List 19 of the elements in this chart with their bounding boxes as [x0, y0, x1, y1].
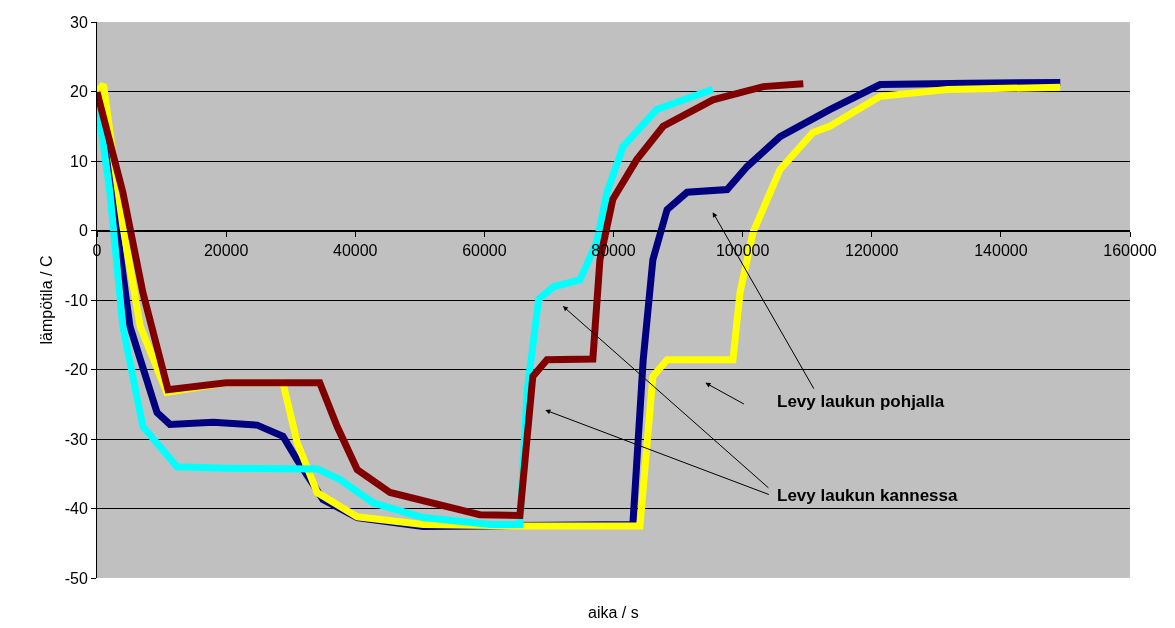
x-tick-label: 60000	[462, 241, 507, 259]
y-tick-label: -30	[64, 430, 88, 448]
x-tick-label: 40000	[333, 241, 378, 259]
x-tick-label: 120000	[845, 241, 899, 259]
y-tick-label: -10	[64, 291, 88, 309]
y-tick-label: -40	[64, 500, 88, 518]
annotation: Levy laukun pohjalla	[777, 392, 945, 411]
y-axis-title: lämpötila / C	[37, 255, 55, 345]
y-tick-label: -20	[64, 361, 88, 379]
y-tick-label: 30	[70, 13, 88, 31]
x-axis-title: aika / s	[588, 604, 639, 621]
x-tick-label: 20000	[203, 241, 249, 259]
x-tick-label: 140000	[974, 241, 1028, 259]
y-tick-label: 20	[70, 83, 88, 101]
y-tick-label: 0	[78, 222, 88, 240]
y-tick-label: -50	[64, 569, 88, 587]
annotation: Levy laukun kannessa	[777, 486, 959, 505]
x-tick-label: 160000	[1103, 241, 1157, 259]
y-tick-label: 10	[70, 152, 88, 170]
